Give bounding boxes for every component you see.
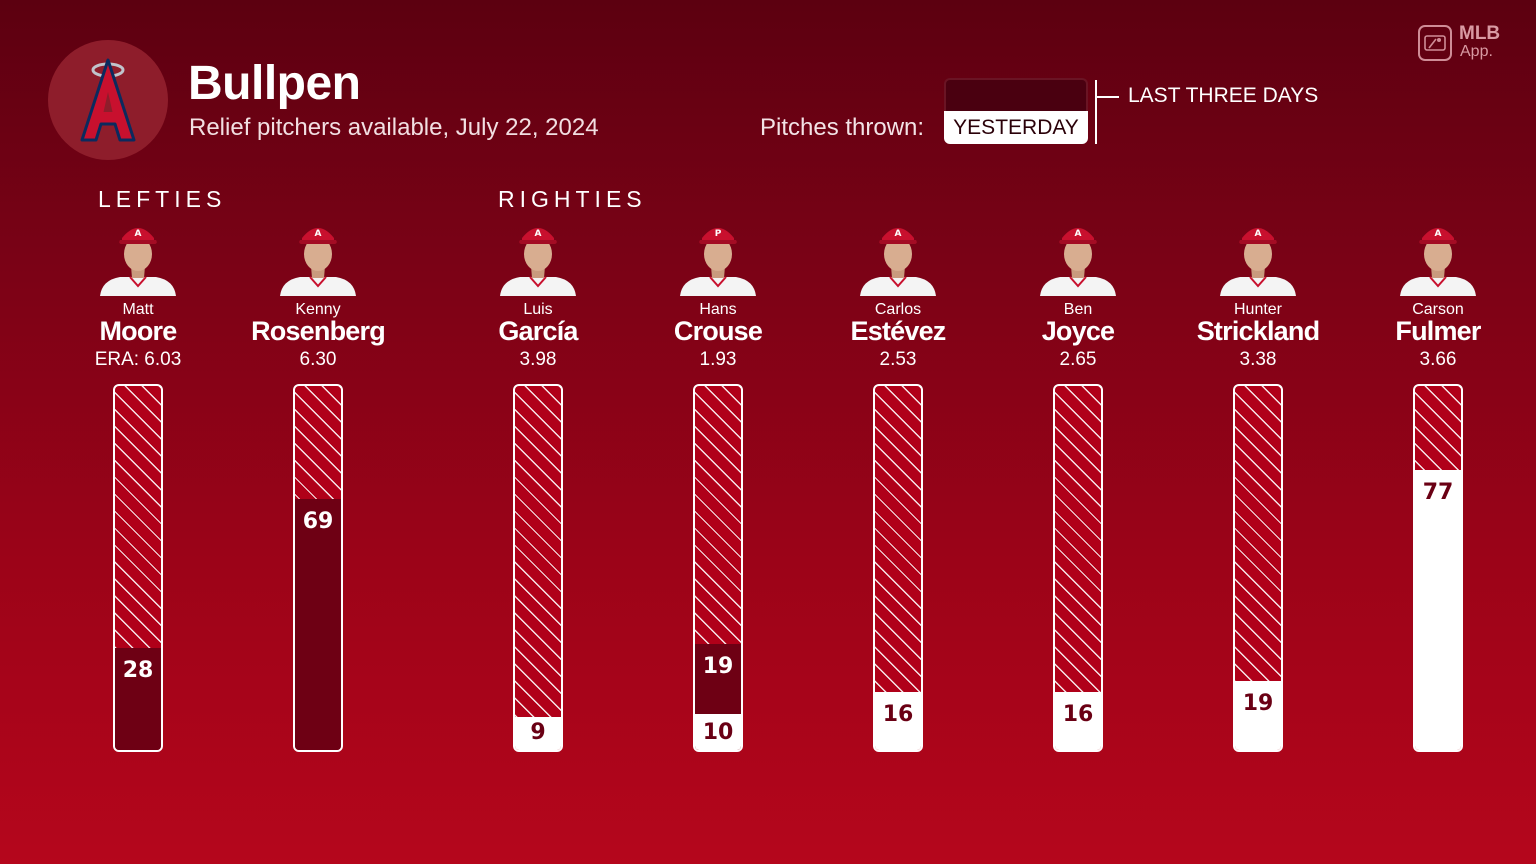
legend-three-day-swatch — [944, 78, 1088, 112]
player-first-name: Kenny — [295, 301, 341, 318]
legend-label: Pitches thrown: — [760, 114, 925, 141]
angels-logo-icon — [80, 58, 136, 142]
yesterday-segment — [695, 713, 741, 750]
righties-label: RIGHTIES — [498, 186, 647, 212]
svg-text:P: P — [715, 229, 722, 239]
svg-text:A: A — [315, 229, 322, 239]
player-first-name: Matt — [122, 301, 154, 318]
page-subtitle: Relief pitchers available, July 22, 2024 — [189, 114, 599, 141]
player-last-name: Strickland — [1196, 316, 1320, 346]
yesterday-value-label: 10 — [702, 720, 734, 745]
yesterday-segment — [875, 691, 921, 750]
player-headshot: A — [1038, 216, 1118, 296]
yesterday-value-label: 16 — [1062, 701, 1094, 727]
mlb-batter-icon — [1418, 25, 1452, 61]
yesterday-segment — [1415, 469, 1461, 750]
svg-text:A: A — [895, 229, 902, 239]
legend-three-day-label: LAST THREE DAYS — [1128, 84, 1319, 107]
three-day-value-label: 19 — [702, 654, 734, 680]
player-headshot: A — [858, 216, 938, 296]
player-last-name: Estévez — [850, 316, 947, 346]
player-era: 6.30 — [299, 349, 337, 370]
player-era: 1.93 — [699, 349, 737, 370]
player-era: 3.98 — [519, 349, 557, 370]
three-day-segment — [115, 648, 161, 750]
lefties-label: LEFTIES — [98, 186, 227, 212]
pitch-count-bar: 19 10 — [693, 384, 743, 752]
player-headshot: A — [98, 216, 178, 296]
yesterday-value-label: 9 — [530, 720, 546, 745]
player-era: ERA: 6.03 — [94, 349, 182, 370]
svg-text:A: A — [135, 229, 142, 239]
pitch-count-bar: 69 — [293, 384, 343, 752]
player-last-name: García — [498, 316, 578, 346]
pitch-count-bar: 16 — [1053, 384, 1103, 752]
player-first-name: Luis — [523, 301, 553, 318]
svg-text:A: A — [535, 229, 542, 239]
pitch-count-bar: 9 — [513, 384, 563, 752]
legend-bracket — [1095, 80, 1097, 144]
pitch-count-bar: 28 — [113, 384, 163, 752]
page-title: Bullpen — [188, 57, 361, 110]
player-era: 2.65 — [1059, 349, 1097, 370]
pitch-count-bar: 16 — [873, 384, 923, 752]
yesterday-value-label: 77 — [1422, 479, 1454, 505]
yesterday-segment — [1235, 680, 1281, 750]
three-day-value-label: 69 — [302, 508, 334, 534]
legend-yesterday-swatch: YESTERDAY — [944, 111, 1088, 144]
player-headshot: A — [1218, 216, 1298, 296]
player-era: 2.53 — [879, 349, 917, 370]
svg-text:A: A — [1435, 229, 1442, 239]
player-first-name: Carson — [1412, 301, 1464, 318]
player-last-name: Crouse — [673, 316, 763, 346]
legend-bracket-tick — [1097, 96, 1119, 98]
mlb-logo-text: MLB — [1459, 23, 1501, 44]
player-headshot: P — [678, 216, 758, 296]
player-last-name: Fulmer — [1395, 316, 1481, 346]
player-headshot: A — [278, 216, 358, 296]
mlb-logo-subtext: App. — [1460, 43, 1493, 60]
mlb-app-logo: MLB App. — [1418, 24, 1518, 64]
player-first-name: Carlos — [874, 301, 922, 318]
player-headshot: A — [1398, 216, 1478, 296]
pitch-count-bar: 19 — [1233, 384, 1283, 752]
svg-text:A: A — [1075, 229, 1082, 239]
player-last-name: Joyce — [1041, 316, 1115, 346]
player-last-name: Moore — [99, 316, 177, 346]
yesterday-segment — [1055, 691, 1101, 750]
three-day-value-label: 28 — [122, 658, 154, 684]
player-first-name: Ben — [1063, 301, 1093, 318]
yesterday-segment — [515, 717, 561, 750]
player-first-name: Hans — [699, 301, 737, 318]
pitch-count-bar: 77 — [1413, 384, 1463, 752]
player-last-name: Rosenberg — [251, 316, 386, 346]
yesterday-value-label: 19 — [1242, 690, 1274, 716]
player-era: 3.38 — [1239, 349, 1277, 370]
yesterday-value-label: 16 — [882, 701, 914, 727]
player-era: 3.66 — [1419, 349, 1457, 370]
team-logo — [48, 40, 168, 160]
player-first-name: Hunter — [1233, 301, 1283, 318]
three-day-segment — [295, 498, 341, 750]
player-headshot: A — [498, 216, 578, 296]
svg-text:A: A — [1255, 229, 1262, 239]
